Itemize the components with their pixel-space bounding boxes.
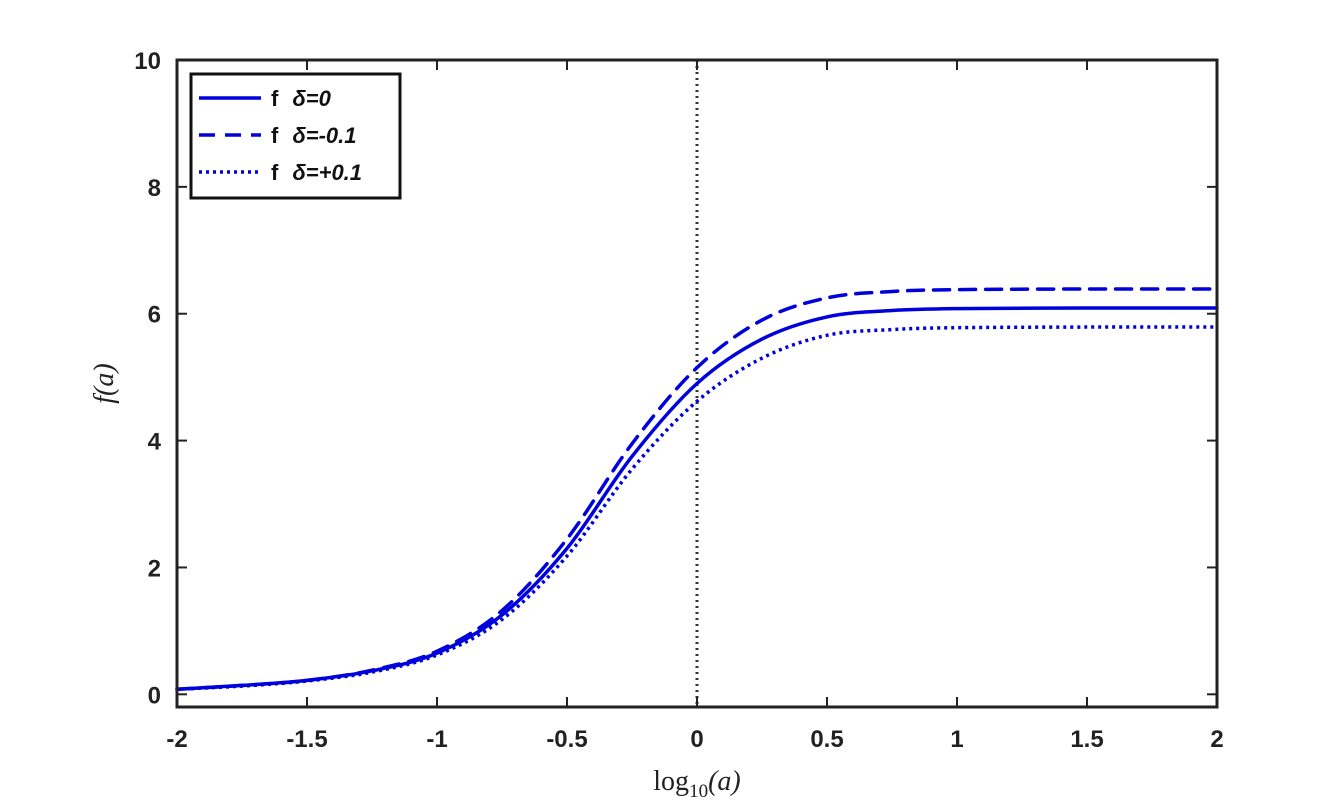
x-axis-ticks: -2 -1.5 -1 -0.5 0 0.5 1 1.5 2 <box>166 60 1224 753</box>
y-tick-label: 4 <box>148 429 162 456</box>
series-layer <box>175 287 1219 691</box>
series-line-dotted <box>176 325 1218 691</box>
y-tick-label: 2 <box>148 555 161 582</box>
x-tick-label: -1.5 <box>286 726 327 753</box>
legend: f δ=0 f δ=-0.1 f δ=+0.1 <box>189 72 402 200</box>
y-tick-label: 6 <box>148 302 161 329</box>
x-tick-label: 0 <box>690 726 703 753</box>
x-tick-label: -1 <box>426 726 447 753</box>
series-line-dashed <box>175 287 1219 691</box>
legend-label-f: f <box>271 123 279 148</box>
x-tick-label: 1.5 <box>1070 726 1103 753</box>
legend-label: f δ=-0.1 <box>271 123 357 148</box>
y-tick-label: 10 <box>134 48 161 75</box>
legend-label: f δ=+0.1 <box>271 160 362 185</box>
legend-label-delta: δ=+0.1 <box>292 160 362 185</box>
legend-label-delta: δ=-0.1 <box>292 123 356 148</box>
x-tick-label: 0.5 <box>810 726 843 753</box>
x-tick-label: 1 <box>950 726 963 753</box>
x-axis-title: log10(a) <box>653 766 740 802</box>
legend-label-f: f <box>271 160 279 185</box>
y-tick-label: 0 <box>148 682 161 709</box>
x-tick-label: -2 <box>166 726 187 753</box>
legend-label-f: f <box>271 86 279 111</box>
y-axis-title: f(a) <box>89 363 120 403</box>
legend-label: f δ=0 <box>271 86 332 111</box>
legend-label-delta: δ=0 <box>292 86 331 111</box>
x-tick-label: -0.5 <box>546 726 587 753</box>
y-tick-label: 8 <box>148 175 161 202</box>
x-tick-label: 2 <box>1210 726 1223 753</box>
plot-frame <box>175 58 1219 709</box>
